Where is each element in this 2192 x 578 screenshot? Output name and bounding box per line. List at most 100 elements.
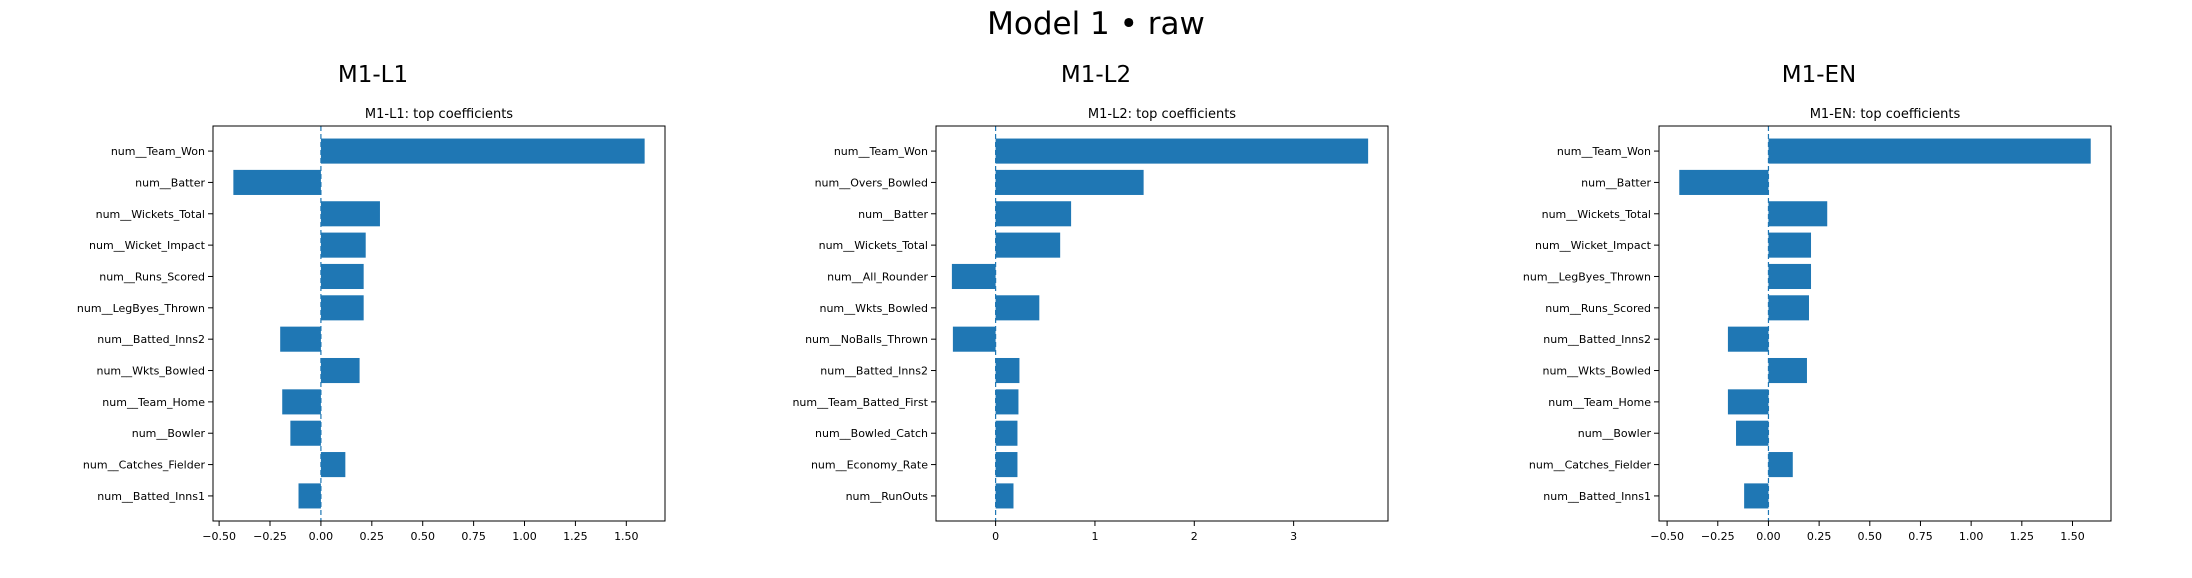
y-tick-label: num__Batter	[135, 176, 205, 189]
bar-num-batter	[995, 201, 1072, 227]
y-tick-label: num__Runs_Scored	[99, 270, 205, 283]
x-tick-label: 0.25	[1807, 530, 1832, 543]
chart-title: M1-EN: top coefficients	[1810, 107, 1961, 122]
panel-title-m1-l1: M1-L1	[337, 62, 409, 88]
bar-num-team-home	[1727, 389, 1769, 415]
y-tick-label: num__Batted_Inns2	[1543, 333, 1651, 346]
y-tick-label: num__Economy_Rate	[811, 459, 928, 472]
y-tick-label: num__Wicket_Impact	[89, 239, 206, 252]
y-tick-label: num__All_Rounder	[827, 270, 928, 283]
y-tick-label: num__Catches_Fielder	[83, 459, 206, 472]
bar-num-runs-scored	[320, 263, 364, 290]
bar-num-catches-fielder	[1768, 452, 1793, 478]
x-tick-label: −0.25	[1701, 530, 1735, 543]
bar-num-batted-inns1	[298, 483, 321, 509]
x-tick-label: −0.50	[202, 530, 236, 543]
bar-num-overs-bowled	[995, 169, 1144, 195]
y-tick-label: num__Runs_Scored	[1545, 302, 1651, 315]
x-tick-label: 0.75	[1908, 530, 1933, 543]
bar-num-team-won	[995, 138, 1369, 164]
bar-num-team-home	[282, 389, 321, 415]
y-tick-label: num__Catches_Fielder	[1529, 459, 1652, 472]
y-tick-label: num__Batted_Inns2	[97, 333, 205, 346]
panel-title-m1-en: M1-EN	[1781, 62, 1857, 88]
x-tick-label: 0	[992, 530, 999, 543]
y-tick-label: num__Wickets_Total	[96, 208, 205, 221]
x-tick-label: 1.00	[512, 530, 537, 543]
y-tick-label: num__Wickets_Total	[819, 239, 928, 252]
bar-num-catches-fielder	[320, 452, 346, 478]
y-tick-label: num__Batter	[858, 208, 928, 221]
y-tick-label: num__Wkts_Bowled	[96, 365, 205, 378]
bar-num-bowler	[1736, 420, 1769, 446]
y-tick-label: num__Team_Won	[111, 145, 205, 158]
y-tick-label: num__Overs_Bowled	[815, 176, 928, 189]
bar-num-batted-inns1	[1744, 483, 1769, 509]
bar-num-batted-inns2	[1727, 326, 1769, 352]
bar-num-batter	[233, 169, 321, 195]
x-tick-label: 1.50	[2060, 530, 2085, 543]
x-tick-label: 3	[1290, 530, 1297, 543]
bar-num-wkts-bowled	[320, 357, 360, 384]
bar-num-legbyes-thrown	[1768, 263, 1812, 290]
bar-num-wickets-total	[320, 201, 380, 227]
x-tick-label: 0.00	[1756, 530, 1781, 543]
bar-num-bowler	[290, 420, 321, 446]
chart-title: M1-L1: top coefficients	[365, 107, 513, 122]
y-tick-label: num__Team_Batted_First	[792, 396, 928, 409]
x-tick-label: −0.25	[253, 530, 287, 543]
y-tick-label: num__Bowler	[1578, 427, 1652, 440]
y-tick-label: num__Team_Home	[1548, 396, 1651, 409]
x-tick-label: 2	[1191, 530, 1198, 543]
x-tick-label: 1	[1091, 530, 1098, 543]
x-tick-label: 1.25	[2010, 530, 2035, 543]
x-tick-label: −0.50	[1650, 530, 1684, 543]
x-tick-label: 0.75	[461, 530, 486, 543]
bar-num-team-batted-first	[995, 389, 1019, 415]
x-tick-label: 0.50	[410, 530, 435, 543]
bar-num-batted-inns2	[280, 326, 321, 352]
x-tick-label: 1.00	[1959, 530, 1984, 543]
y-tick-label: num__Wkts_Bowled	[819, 302, 928, 315]
y-tick-label: num__Team_Won	[1557, 145, 1651, 158]
x-tick-label: 1.25	[563, 530, 588, 543]
y-tick-label: num__RunOuts	[846, 490, 929, 503]
chart-title: M1-L2: top coefficients	[1088, 107, 1236, 122]
y-tick-label: num__LegByes_Thrown	[77, 302, 205, 315]
y-tick-label: num__Team_Won	[834, 145, 928, 158]
y-tick-label: num__Batted_Inns1	[97, 490, 205, 503]
x-tick-label: 1.50	[614, 530, 639, 543]
bar-num-runs-scored	[1768, 295, 1809, 321]
y-tick-label: num__LegByes_Thrown	[1523, 270, 1651, 283]
bar-num-wickets-total	[1768, 201, 1828, 227]
figure-title: Model 1 • raw	[987, 6, 1205, 42]
bar-num-wicket-impact	[1768, 232, 1812, 258]
bar-num-batted-inns2	[995, 357, 1020, 384]
y-tick-label: num__Batted_Inns2	[820, 365, 928, 378]
y-tick-label: num__Bowler	[132, 427, 206, 440]
y-tick-label: num__Wickets_Total	[1542, 208, 1651, 221]
y-tick-label: num__Batted_Inns1	[1543, 490, 1651, 503]
bar-num-wkts-bowled	[1768, 357, 1807, 384]
y-tick-label: num__Team_Home	[102, 396, 205, 409]
y-tick-label: num__Batter	[1581, 176, 1651, 189]
x-tick-label: 0.00	[309, 530, 334, 543]
y-tick-label: num__Wkts_Bowled	[1542, 365, 1651, 378]
bar-num-wkts-bowled	[995, 295, 1040, 321]
bar-num-bowled-catch	[995, 420, 1018, 446]
x-tick-label: 0.50	[1858, 530, 1883, 543]
bar-num-wickets-total	[995, 232, 1061, 258]
bar-num-batter	[1679, 169, 1769, 195]
bar-num-legbyes-thrown	[320, 295, 364, 321]
bar-num-runouts	[995, 483, 1014, 509]
y-tick-label: num__NoBalls_Thrown	[805, 333, 928, 346]
panel-title-m1-l2: M1-L2	[1060, 62, 1132, 88]
bar-num-team-won	[320, 138, 645, 164]
plot-frame	[935, 125, 1389, 522]
plot-frame	[1658, 125, 2112, 522]
bar-num-all-rounder	[951, 263, 996, 290]
y-tick-label: num__Bowled_Catch	[815, 427, 928, 440]
plot-frame	[212, 125, 666, 522]
bar-num-economy-rate	[995, 452, 1018, 478]
